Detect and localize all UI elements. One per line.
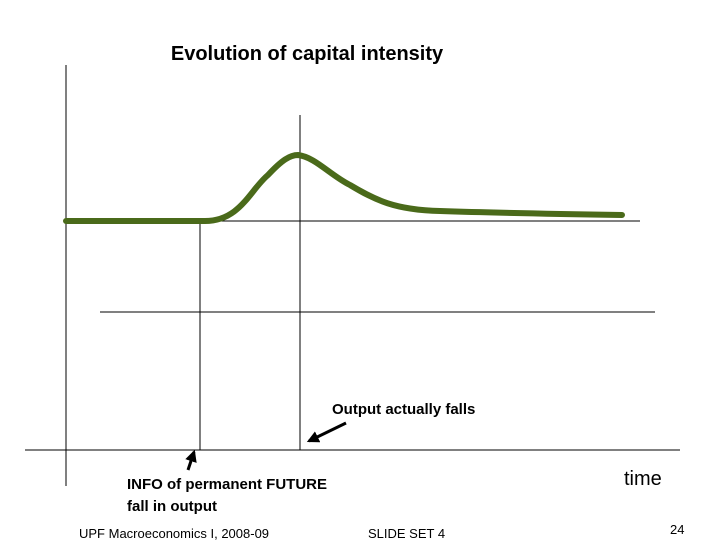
output-falls-label: Output actually falls [332,401,475,418]
x-axis-label: time [624,468,662,490]
footer-center: SLIDE SET 4 [368,526,445,540]
info-arrow [185,449,197,471]
footer-left: UPF Macroeconomics I, 2008-09 [79,526,269,540]
title: Evolution of capital intensity [171,43,444,65]
capital-intensity-curve [63,151,625,224]
info-label-line2: fall in output [127,498,217,515]
info-label-line1: INFO of permanent FUTURE [127,476,327,493]
output-falls-arrow [306,421,347,443]
page-number: 24 [670,522,684,537]
